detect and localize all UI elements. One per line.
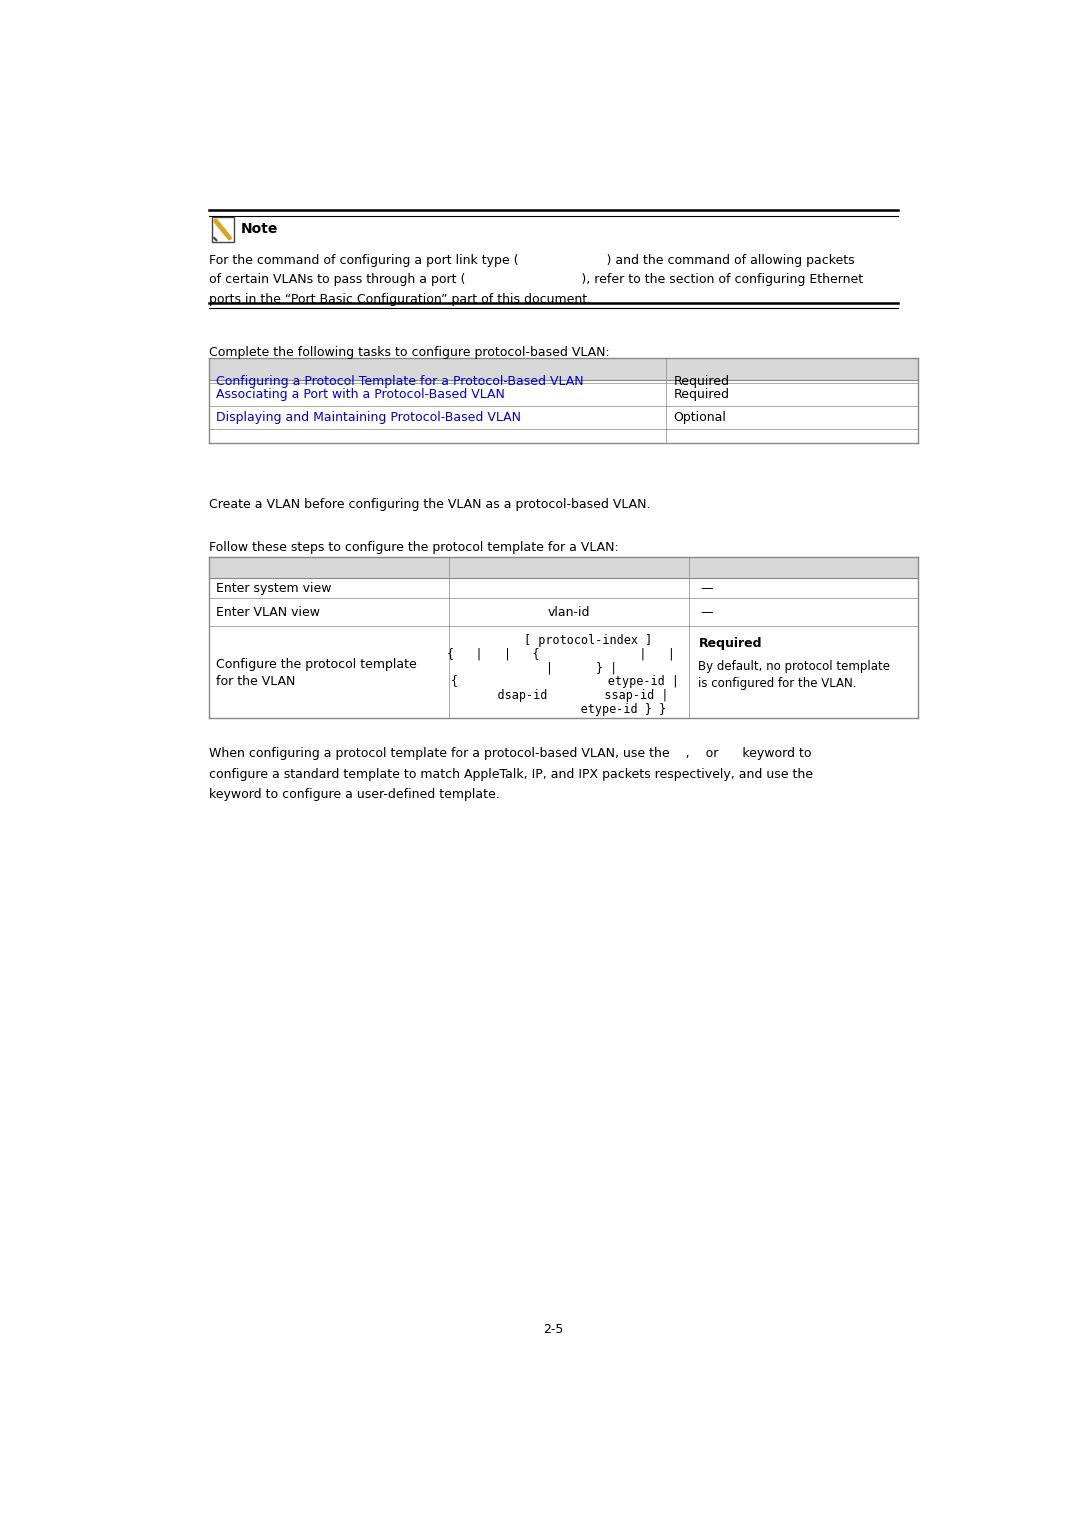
Text: |      } |: | } | [489,661,618,675]
Text: Displaying and Maintaining Protocol-Based VLAN: Displaying and Maintaining Protocol-Base… [216,411,522,425]
Text: ports in the “Port Basic Configuration” part of this document.: ports in the “Port Basic Configuration” … [208,293,591,305]
FancyBboxPatch shape [212,217,234,241]
Text: dsap-id        ssap-id |: dsap-id ssap-id | [469,689,669,702]
Text: —: — [701,582,713,594]
Text: [ protocol-index ]: [ protocol-index ] [524,634,652,647]
Text: {   |   |   {              |   |: { | | { | | [447,647,675,661]
Text: Configuring a Protocol Template for a Protocol-Based VLAN: Configuring a Protocol Template for a Pr… [216,374,584,388]
Text: Required: Required [674,374,730,388]
Text: Create a VLAN before configuring the VLAN as a protocol-based VLAN.: Create a VLAN before configuring the VLA… [208,498,650,512]
Text: keyword to configure a user-defined template.: keyword to configure a user-defined temp… [208,788,499,800]
Text: Follow these steps to configure the protocol template for a VLAN:: Follow these steps to configure the prot… [208,541,619,554]
Text: For the command of configuring a port link type (                      ) and the: For the command of configuring a port li… [208,253,854,267]
Text: vlan-id: vlan-id [548,606,591,618]
Bar [208,557,918,579]
Text: etype-id } }: etype-id } } [488,702,665,716]
Text: Note: Note [241,223,279,237]
Text: When configuring a protocol template for a protocol-based VLAN, use the    ,    : When configuring a protocol template for… [208,747,811,760]
Text: —: — [701,606,713,618]
Text: Required: Required [674,388,730,400]
Text: Configure the protocol template: Configure the protocol template [216,658,417,670]
Text: Required: Required [699,637,761,651]
Text: Associating a Port with a Protocol-Based VLAN: Associating a Port with a Protocol-Based… [216,388,505,400]
Text: of certain VLANs to pass through a port (                             ), refer t: of certain VLANs to pass through a port … [208,273,863,287]
Text: for the VLAN: for the VLAN [216,675,296,689]
Text: By default, no protocol template: By default, no protocol template [699,660,890,673]
Text: Enter VLAN view: Enter VLAN view [216,606,321,618]
Bar [208,357,918,380]
Text: Enter system view: Enter system view [216,582,332,594]
Text: Complete the following tasks to configure protocol-based VLAN:: Complete the following tasks to configur… [208,347,609,359]
Text: 2-5: 2-5 [543,1322,564,1336]
Text: Optional: Optional [674,411,727,425]
Text: {                     etype-id |: { etype-id | [451,675,679,689]
Text: configure a standard template to match AppleTalk, IP, and IPX packets respective: configure a standard template to match A… [208,768,812,780]
Text: is configured for the VLAN.: is configured for the VLAN. [699,676,856,690]
